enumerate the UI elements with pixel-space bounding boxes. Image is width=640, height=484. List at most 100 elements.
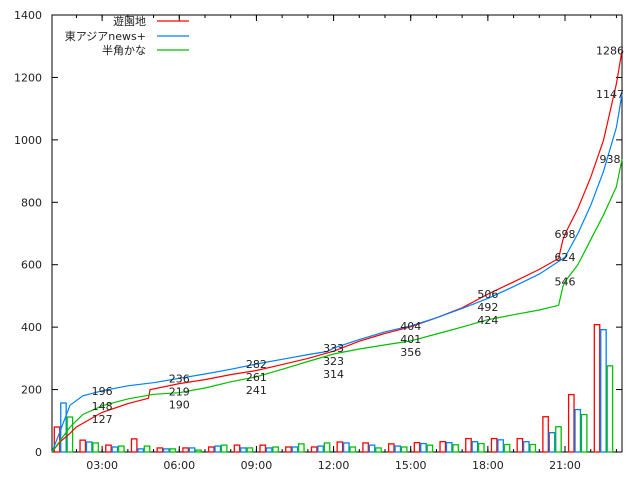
point-label: 1286 [596, 45, 624, 58]
bar-1-12 [342, 442, 350, 453]
hourly-bars [53, 323, 614, 453]
bar-2-17 [477, 442, 485, 453]
point-label: 401 [400, 333, 421, 346]
bar-1-6 [188, 447, 196, 453]
bar-0-2 [79, 439, 87, 453]
bar-2-11 [323, 442, 331, 453]
point-label: 546 [555, 276, 576, 289]
bar-1-10 [291, 446, 299, 453]
bar-0-17 [465, 437, 472, 453]
point-label: 404 [400, 320, 421, 333]
bar-2-9 [272, 446, 279, 453]
bar-0-16 [439, 441, 447, 453]
plot-frame [51, 14, 623, 453]
bar-0-4 [130, 438, 138, 453]
point-label: 698 [555, 228, 576, 241]
bar-1-2 [85, 441, 93, 453]
bar-0-14 [387, 443, 395, 453]
bar-0-3 [105, 444, 112, 453]
y-tick-label: 400 [21, 321, 42, 334]
bar-0-15 [413, 441, 421, 453]
bar-2-19 [529, 443, 537, 453]
bar-1-3 [111, 446, 119, 453]
bar-0-22 [593, 323, 601, 453]
bar-0-8 [233, 444, 241, 453]
point-label: 492 [477, 301, 498, 314]
bar-2-4 [143, 445, 151, 453]
bar-1-19 [522, 441, 530, 453]
point-label: 196 [92, 385, 113, 398]
bar-1-5 [162, 448, 170, 453]
bar-1-17 [471, 441, 479, 453]
legend-label-0: 遊園地 [113, 14, 146, 28]
bar-2-22 [606, 365, 614, 453]
bar-1-20 [548, 431, 556, 453]
bar-0-21 [567, 393, 575, 453]
y-tick-label: 1200 [14, 71, 42, 84]
y-tick-label: 800 [21, 196, 42, 209]
y-tick-label: 0 [35, 446, 42, 459]
point-label: 356 [400, 346, 421, 359]
x-tick-label: 12:00 [318, 459, 350, 472]
point-label: 314 [323, 368, 344, 381]
bar-2-3 [117, 445, 125, 453]
x-tick-label: 03:00 [86, 459, 118, 472]
series-line-2 [51, 159, 623, 453]
bar-1-8 [240, 447, 247, 453]
x-tick-label: 15:00 [395, 459, 427, 472]
bar-0-18 [490, 437, 498, 453]
point-label: 261 [246, 371, 267, 384]
bar-2-1 [66, 416, 74, 453]
legend: 遊園地 東アジアnews+ 半角かな [65, 14, 189, 57]
bar-1-15 [420, 442, 427, 453]
bar-0-10 [285, 446, 292, 453]
bar-1-13 [368, 444, 376, 453]
bar-2-18 [503, 443, 511, 453]
bar-2-20 [555, 426, 562, 453]
point-label: 506 [477, 288, 498, 301]
bar-2-16 [452, 444, 459, 453]
bar-1-16 [445, 441, 453, 453]
point-label: 127 [92, 413, 113, 426]
bar-2-5 [169, 448, 177, 453]
bar-0-6 [182, 447, 189, 453]
bar-0-7 [207, 446, 215, 453]
point-label: 424 [477, 314, 498, 327]
bar-0-11 [310, 446, 318, 453]
bar-2-7 [220, 444, 228, 453]
bar-0-1 [53, 426, 61, 453]
bar-1-14 [394, 445, 402, 453]
series-line-1 [51, 93, 623, 453]
bar-0-5 [156, 447, 164, 453]
bar-2-8 [246, 447, 254, 453]
y-tick-label: 1000 [14, 134, 42, 147]
point-labels: 1961481272362191902822612413333233144044… [92, 45, 624, 426]
point-label: 1147 [596, 88, 624, 101]
bar-2-14 [400, 446, 408, 453]
x-tick-label: 21:00 [549, 459, 581, 472]
point-label: 190 [169, 398, 190, 411]
bar-1-1 [60, 402, 67, 453]
x-tick-label: 06:00 [163, 459, 195, 472]
legend-label-2: 半角かな [102, 43, 146, 57]
bar-0-19 [516, 437, 524, 453]
legend-label-1: 東アジアnews+ [65, 30, 146, 43]
bar-1-21 [574, 408, 582, 453]
bar-2-10 [297, 443, 305, 453]
bar-2-12 [349, 446, 357, 453]
bar-0-12 [336, 441, 344, 453]
bar-1-22 [600, 328, 607, 453]
point-label: 323 [323, 355, 344, 368]
cumulative-lines [51, 50, 623, 453]
y-tick-label: 1400 [14, 9, 42, 22]
bar-1-7 [214, 445, 222, 453]
bar-2-21 [580, 413, 588, 453]
y-tick-label: 600 [21, 259, 42, 272]
x-tick-label: 18:00 [472, 459, 504, 472]
point-label: 236 [169, 372, 190, 385]
series-line-0 [51, 50, 623, 453]
bar-1-18 [497, 439, 504, 453]
bar-1-9 [265, 447, 273, 453]
bar-0-20 [542, 416, 549, 453]
